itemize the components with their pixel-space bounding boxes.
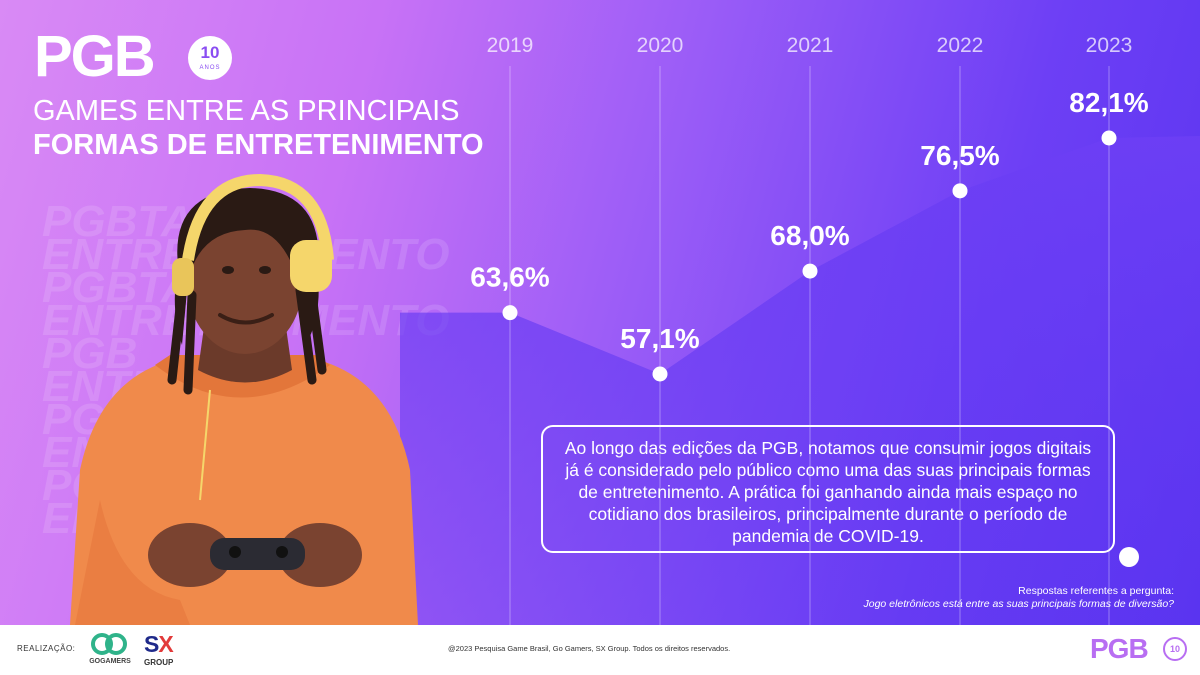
infographic-canvas: PGBTAGOSENTRETENIMENTOPGBTAGOSENTRETENIM… bbox=[0, 0, 1200, 625]
x-tick-label: 2023 bbox=[1086, 34, 1133, 57]
caption-box: Ao longo das edições da PGB, notamos que… bbox=[541, 425, 1115, 553]
sx-mark: SX bbox=[144, 631, 174, 657]
realizacao-label: REALIZAÇÃO: bbox=[17, 644, 76, 653]
footer-pgb-badge: 10 bbox=[1163, 637, 1187, 661]
data-point bbox=[802, 263, 818, 279]
footer-pgb-text: PGB bbox=[1090, 633, 1149, 664]
area-fill bbox=[400, 136, 1200, 625]
line-area-chart: 2019 2020 2021 2022 2023 63,6% 57,1% 68,0% 76,5%… bbox=[400, 34, 1200, 625]
background-word: PGB bbox=[42, 329, 138, 378]
pgb-logo: PGB 10 ANOS bbox=[34, 26, 234, 88]
anniversary-number: 10 bbox=[200, 43, 220, 62]
data-label: 68,0% bbox=[770, 220, 849, 251]
anniversary-badge: 10 ANOS bbox=[188, 36, 232, 80]
title-line-2: FORMAS DE ENTRETENIMENTO bbox=[33, 129, 484, 161]
sx-group-word: GROUP bbox=[144, 658, 174, 667]
survey-note-label: Respostas referentes a pergunta: bbox=[1018, 585, 1174, 597]
page-title: GAMES ENTRE AS PRINCIPAIS FORMAS DE ENTR… bbox=[33, 94, 484, 162]
data-label: 57,1% bbox=[620, 323, 699, 354]
pgb-logo-text: PGB bbox=[34, 24, 156, 89]
survey-question: Jogo eletrônicos está entre as suas prin… bbox=[863, 598, 1175, 610]
data-point bbox=[952, 183, 968, 199]
x-tick-label: 2022 bbox=[937, 34, 984, 57]
anniversary-word: ANOS bbox=[199, 65, 221, 71]
footer: REALIZAÇÃO: GOGAMERS SX GROUP @2023 Pesq… bbox=[0, 625, 1200, 675]
gogamers-word: GOGAMERS bbox=[89, 658, 131, 665]
gogamers-mark-icon bbox=[91, 633, 127, 655]
x-tick-label: 2019 bbox=[487, 34, 534, 57]
data-point bbox=[1101, 130, 1117, 146]
footer-pgb-logo: PGB 10 bbox=[1090, 633, 1190, 667]
x-tick-label: 2020 bbox=[637, 34, 684, 57]
copyright-text: @2023 Pesquisa Game Brasil, Go Gamers, S… bbox=[448, 644, 731, 653]
data-point bbox=[652, 366, 668, 382]
gogamers-logo: GOGAMERS bbox=[86, 632, 134, 670]
data-label: 63,6% bbox=[470, 262, 549, 293]
caption-dot bbox=[1119, 547, 1139, 567]
x-tick-label: 2021 bbox=[787, 34, 834, 57]
data-label: 76,5% bbox=[920, 140, 999, 171]
data-label: 82,1% bbox=[1069, 87, 1148, 118]
gamer-illustration bbox=[70, 173, 418, 625]
sxgroup-logo: SX GROUP bbox=[144, 631, 184, 671]
title-line-1: GAMES ENTRE AS PRINCIPAIS bbox=[33, 95, 460, 127]
survey-note: Respostas referentes a pergunta: Jogo el… bbox=[864, 585, 1175, 611]
data-point bbox=[502, 305, 518, 321]
